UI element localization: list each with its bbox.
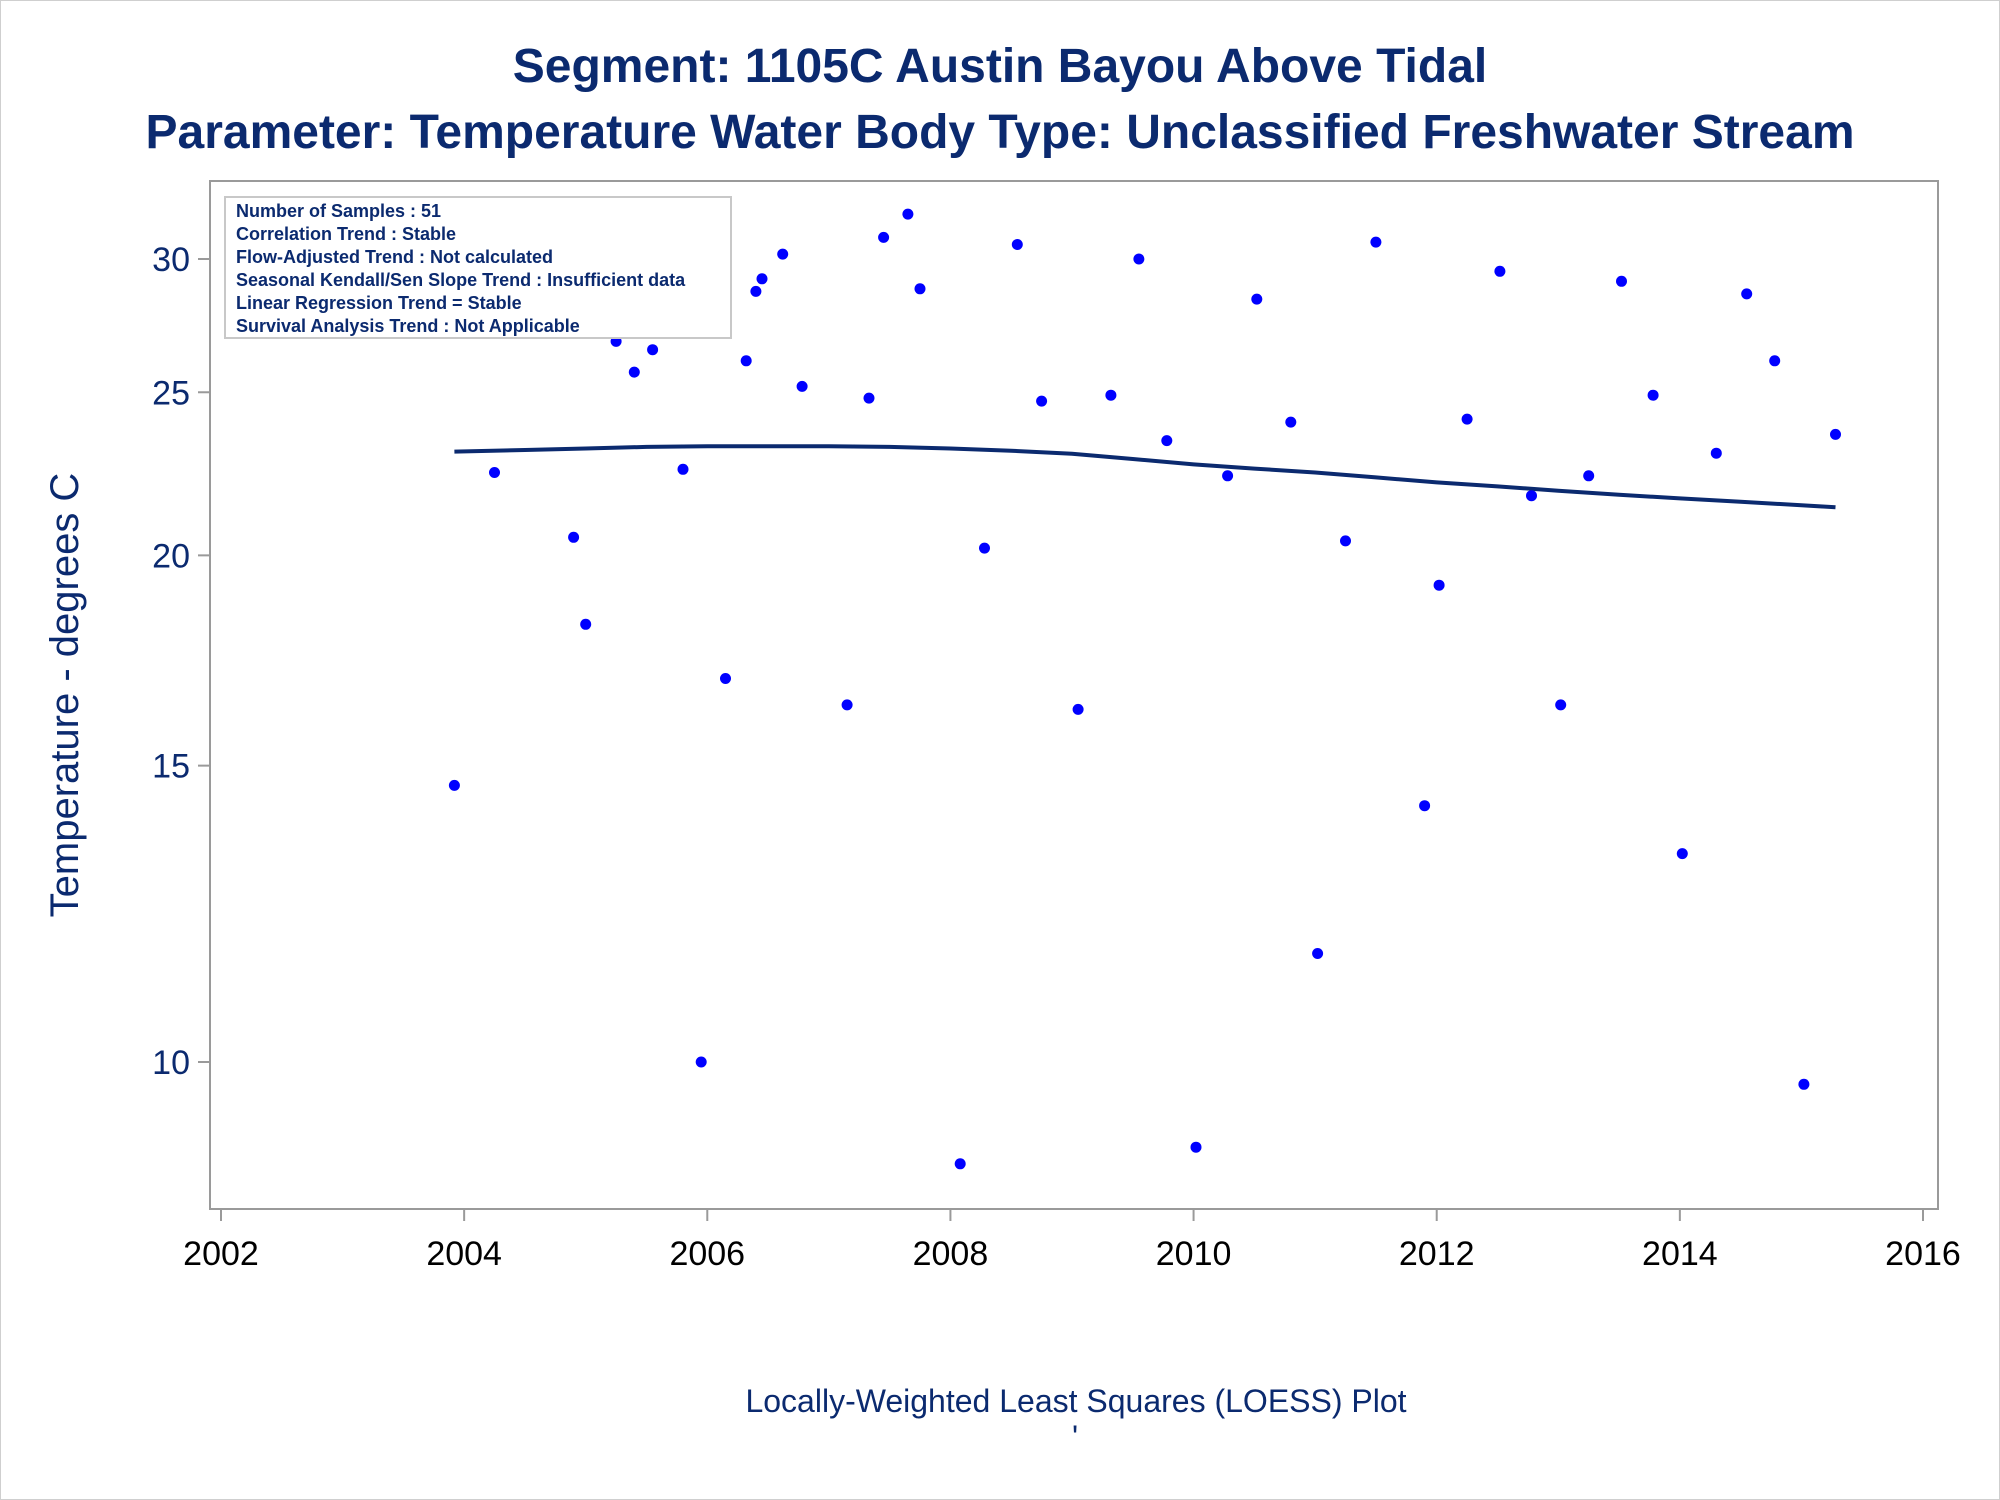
data-point [841, 699, 853, 711]
footnote-mark: ' [1072, 1419, 1078, 1455]
x-tick-label: 2004 [426, 1235, 502, 1273]
data-point [580, 618, 592, 630]
plot-area [209, 180, 1939, 1210]
data-points [448, 208, 1841, 1170]
data-point [777, 248, 789, 260]
x-tick-label: 2016 [1885, 1235, 1961, 1273]
x-tick-label: 2008 [913, 1235, 989, 1273]
data-point [1769, 355, 1781, 367]
x-tick-label: 2006 [669, 1235, 745, 1273]
trend-info-line: Flow-Adjusted Trend : Not calculated [236, 247, 553, 267]
y-tick-label: 10 [152, 1044, 190, 1082]
data-point [1312, 948, 1324, 959]
chart-title-line2: Parameter: Temperature Water Body Type: … [145, 106, 1854, 159]
trend-info-box-border [224, 196, 732, 339]
data-point [1011, 239, 1023, 250]
data-point [1461, 413, 1473, 425]
data-point [1526, 490, 1537, 502]
data-point [720, 673, 731, 684]
y-tick-label: 30 [152, 241, 190, 279]
data-point [1798, 1078, 1810, 1090]
trend-info-line: Survival Analysis Trend : Not Applicable [236, 316, 580, 336]
chart-title-line1: Segment: 1105C Austin Bayou Above Tidal [513, 40, 1487, 93]
data-point [863, 392, 875, 404]
data-point [1433, 579, 1445, 591]
data-point [1370, 236, 1382, 248]
trend-info-line: Linear Regression Trend = Stable [236, 293, 522, 313]
data-point [448, 779, 460, 791]
footnote: Locally-Weighted Least Squares (LOESS) P… [745, 1383, 1406, 1419]
data-point [1036, 395, 1048, 407]
trend-info-line: Seasonal Kendall/Sen Slope Trend : Insuf… [236, 270, 686, 290]
data-point [647, 344, 659, 356]
data-point [740, 355, 752, 367]
data-point [1555, 699, 1567, 711]
data-point [902, 208, 914, 220]
data-point [1494, 265, 1506, 277]
data-point [878, 231, 890, 243]
data-point [489, 467, 500, 478]
data-point [1741, 288, 1753, 300]
loess-line [454, 444, 1836, 510]
x-tick-label: 2002 [183, 1235, 259, 1273]
data-point [1616, 275, 1627, 287]
y-tick-label: 25 [152, 374, 190, 412]
data-point [1340, 535, 1351, 547]
trend-info-line: Correlation Trend : Stable [236, 224, 456, 244]
data-point [1105, 389, 1117, 401]
y-tick-label: 15 [152, 748, 190, 786]
x-tick-label: 2012 [1399, 1235, 1475, 1273]
data-point [1647, 389, 1659, 401]
y-axis: 10 15 20 25 30 [152, 241, 210, 1082]
data-point [1830, 428, 1841, 440]
data-point [1419, 800, 1431, 812]
data-point [1161, 435, 1173, 447]
data-point [750, 285, 762, 297]
data-point [1583, 470, 1595, 482]
x-tick-label: 2010 [1156, 1235, 1232, 1273]
data-point [695, 1056, 707, 1068]
data-point [979, 542, 990, 554]
data-point [677, 463, 689, 475]
data-point [1285, 416, 1297, 428]
trend-info-box: Number of Samples : 51 Correlation Trend… [224, 196, 732, 339]
data-point [1676, 848, 1688, 860]
y-tick-label: 20 [152, 537, 190, 575]
x-tick-label: 2014 [1642, 1235, 1718, 1273]
x-axis: 2002 2004 2006 2008 2010 2012 2014 2016 [183, 1209, 1961, 1273]
data-point [1251, 293, 1263, 305]
data-point [796, 380, 808, 392]
y-axis-label: Temperature - degrees C [43, 473, 87, 918]
trend-info-line: Number of Samples : 51 [236, 201, 441, 221]
data-point [954, 1158, 966, 1170]
data-point [1072, 703, 1084, 715]
data-point [756, 273, 768, 285]
data-point [628, 366, 640, 378]
data-point [914, 283, 926, 295]
data-point [1222, 470, 1234, 482]
data-point [1190, 1141, 1202, 1153]
data-point [1133, 253, 1145, 265]
data-point [1710, 447, 1722, 459]
data-point [568, 531, 580, 543]
